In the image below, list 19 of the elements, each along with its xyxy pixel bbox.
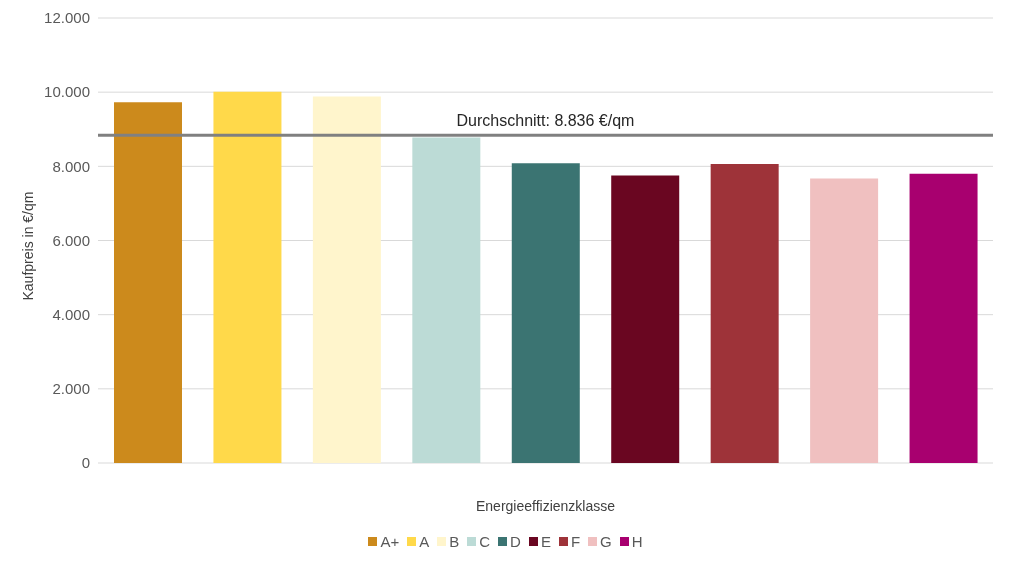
y-tick-label: 12.000 [44,9,90,27]
y-axis-title: Kaufpreis in €/qm [19,191,36,301]
legend-label: A [419,533,430,550]
y-tick-label: 8.000 [52,157,90,175]
legend-label: E [540,533,551,550]
legend-label: A+ [380,533,400,550]
y-tick-label: 4.000 [52,305,90,323]
ref-line-label: Durchschnitt: 8.836 €/qm [456,111,635,129]
y-tick-label: 2.000 [52,380,90,398]
y-tick-label: 10.000 [44,83,90,101]
legend-label: F [570,533,581,550]
legend-label: C [479,533,491,550]
x-axis-title: Energieeffizienzklasse [475,498,616,514]
legend-label: H [631,533,643,550]
legend-label: D [510,533,521,550]
legend-label: G [600,533,612,550]
legend-label: B [449,533,460,550]
y-tick-label: 6.000 [52,231,90,249]
y-tick-label: 0 [81,454,90,472]
